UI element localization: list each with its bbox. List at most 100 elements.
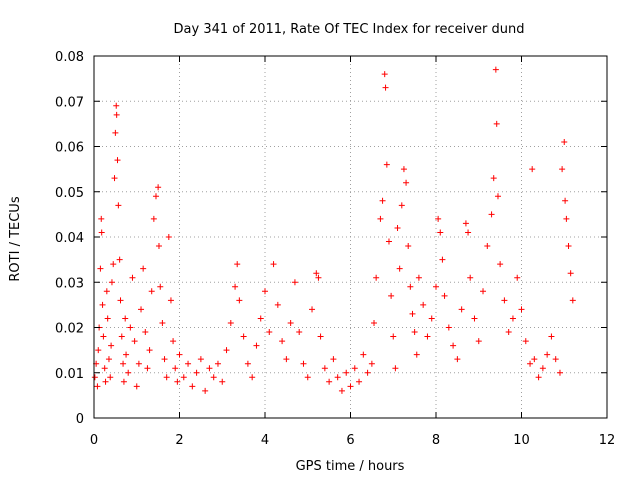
data-point [99, 301, 106, 308]
data-point [439, 256, 446, 263]
data-point [492, 66, 499, 73]
data-point [405, 243, 412, 250]
data-point [529, 166, 536, 173]
data-point [91, 374, 98, 381]
grid [94, 56, 607, 418]
data-point [114, 157, 121, 164]
data-point [373, 274, 380, 281]
data-point [152, 193, 159, 200]
data-point [148, 288, 155, 295]
data-point [133, 383, 140, 390]
data-point [383, 161, 390, 168]
data-point [115, 202, 122, 209]
data-point [104, 315, 111, 322]
data-point [102, 378, 109, 385]
data-point [97, 265, 104, 272]
data-point [497, 261, 504, 268]
data-point [111, 175, 118, 182]
data-point [445, 324, 452, 331]
data-point [338, 387, 345, 394]
data-point [462, 220, 469, 227]
data-point [174, 378, 181, 385]
data-point [563, 215, 570, 222]
data-point [287, 319, 294, 326]
data-point [403, 179, 410, 186]
data-point [368, 360, 375, 367]
data-point [394, 224, 401, 231]
data-point [343, 369, 350, 376]
data-point [116, 256, 123, 263]
axis-ticks: 0 2 4 6 8 10 12 0 0.01 0.02 0.03 0.04 0.05 0.06 0.07 0.… [55, 50, 615, 448]
data-point [274, 301, 281, 308]
x-tick-label: 2 [175, 433, 183, 448]
data-point [409, 310, 416, 317]
data-point [562, 197, 569, 204]
marks [91, 66, 576, 394]
data-point [450, 342, 457, 349]
data-point [518, 306, 525, 313]
data-point [202, 387, 209, 394]
data-point [103, 288, 110, 295]
data-point [232, 283, 239, 290]
data-point [407, 283, 414, 290]
data-point [300, 360, 307, 367]
data-point [428, 315, 435, 322]
data-point [559, 166, 566, 173]
data-point [206, 365, 213, 372]
data-point [309, 306, 316, 313]
data-point [556, 369, 563, 376]
x-axis-label: GPS time / hours [296, 459, 405, 474]
data-point [501, 297, 508, 304]
data-point [484, 243, 491, 250]
data-point [413, 351, 420, 358]
data-point [279, 338, 286, 345]
data-point [392, 365, 399, 372]
data-point [107, 374, 114, 381]
data-point [415, 274, 422, 281]
data-point [170, 338, 177, 345]
data-point [138, 306, 145, 313]
data-point [146, 347, 153, 354]
y-tick-label: 0.06 [55, 141, 84, 156]
x-tick-label: 8 [432, 433, 440, 448]
data-point [155, 243, 162, 250]
data-point [569, 297, 576, 304]
data-point [110, 261, 117, 268]
data-point [433, 283, 439, 290]
data-point [219, 378, 226, 385]
y-tick-label: 0.08 [55, 50, 84, 65]
data-point [385, 238, 392, 245]
data-point [317, 333, 324, 340]
data-point [167, 297, 174, 304]
data-point [197, 356, 204, 363]
data-point [475, 338, 482, 345]
data-point [223, 347, 230, 354]
data-point [398, 202, 405, 209]
data-point [283, 356, 290, 363]
data-point [180, 374, 187, 381]
data-point [155, 184, 162, 191]
data-point [253, 342, 260, 349]
data-point [454, 356, 461, 363]
data-point [95, 347, 102, 354]
chart-title: Day 341 of 2011, Rate Of TEC Index for r… [174, 22, 525, 37]
data-point [165, 234, 172, 240]
data-point [360, 351, 367, 358]
data-point [210, 374, 217, 381]
data-point [313, 270, 320, 277]
data-point [561, 138, 568, 145]
data-point [113, 102, 120, 109]
data-point [390, 333, 397, 340]
data-point [127, 324, 134, 331]
data-point [105, 356, 112, 363]
data-point [437, 229, 444, 236]
y-tick-label: 0 [76, 412, 84, 427]
data-point [493, 120, 500, 127]
data-point [142, 329, 149, 336]
x-tick-label: 10 [513, 433, 530, 448]
data-point [552, 356, 559, 363]
data-point [101, 365, 108, 372]
data-point [125, 369, 132, 376]
data-point [321, 365, 328, 372]
